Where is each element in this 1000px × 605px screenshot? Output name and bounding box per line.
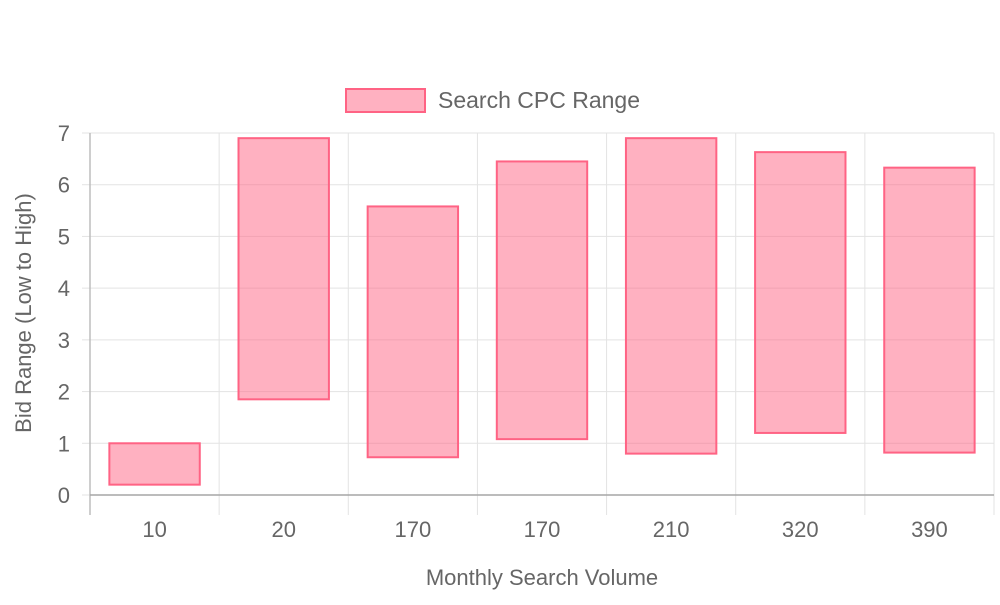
- x-tick-label: 390: [911, 517, 948, 542]
- x-tick-label: 170: [524, 517, 561, 542]
- x-axis-title: Monthly Search Volume: [426, 565, 658, 590]
- x-tick-label: 320: [782, 517, 819, 542]
- y-tick-label: 6: [58, 173, 70, 198]
- bar[interactable]: [237, 137, 330, 401]
- x-tick-label: 210: [653, 517, 690, 542]
- y-tick-label: 1: [58, 431, 70, 456]
- y-tick-label: 0: [58, 483, 70, 508]
- y-tick-label: 7: [58, 121, 70, 146]
- bar[interactable]: [624, 137, 718, 455]
- y-tick-label: 4: [58, 276, 70, 301]
- axes: 0 1 2 3 4 5 6 7 10 20 170 170 210 320 390: [58, 121, 994, 542]
- x-tick-label: 20: [271, 517, 295, 542]
- bar[interactable]: [366, 205, 460, 459]
- y-axis-title: Bid Range (Low to High): [11, 193, 36, 433]
- bar[interactable]: [495, 160, 589, 441]
- legend[interactable]: Search CPC Range: [345, 87, 640, 113]
- bar[interactable]: [108, 442, 201, 486]
- x-tick-label: 170: [394, 517, 431, 542]
- bars: [108, 137, 976, 486]
- y-tick-label: 2: [58, 380, 70, 405]
- legend-swatch: [345, 88, 426, 113]
- y-tick-label: 5: [58, 224, 70, 249]
- bar[interactable]: [883, 166, 976, 454]
- bar[interactable]: [754, 151, 847, 434]
- legend-label: Search CPC Range: [438, 87, 640, 113]
- y-tick-label: 3: [58, 328, 70, 353]
- x-tick-label: 10: [142, 517, 166, 542]
